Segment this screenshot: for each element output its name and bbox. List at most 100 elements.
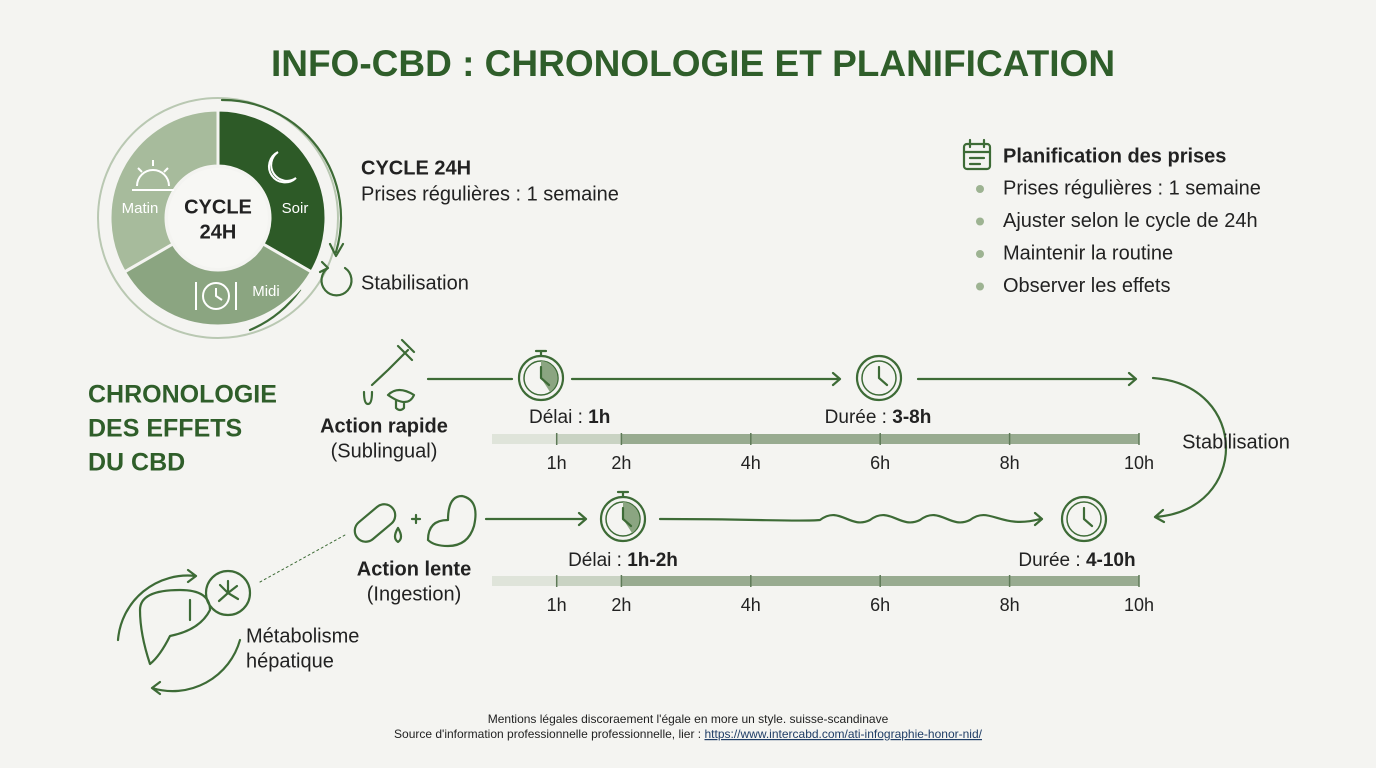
timeline-faded: [556, 434, 622, 444]
stabilisation-label: Stabilisation: [361, 272, 469, 294]
chronology-title: DU CBD: [88, 449, 185, 477]
planning-item: Prises régulières : 1 semaine: [1003, 177, 1261, 199]
moon-icon: [268, 151, 297, 184]
stomach-icon: [393, 494, 477, 548]
timer-top: [616, 490, 630, 499]
timeline-faded: [556, 576, 622, 586]
calendar-icon: [962, 142, 992, 171]
tick-label: 1h: [547, 595, 567, 615]
footer-text: Source d'information professionnelle pro…: [394, 727, 983, 741]
planning-item: Ajuster selon le cycle de 24h: [1003, 210, 1258, 232]
refresh-icon: [318, 260, 353, 297]
metabolism-label: Métabolisme: [246, 625, 359, 647]
delay-label: Délai : 1h-2h: [568, 550, 678, 571]
tick-label: 8h: [1000, 595, 1020, 615]
timer-hands: [539, 365, 551, 387]
segment-label: Soir: [282, 200, 309, 217]
cycle-arrows: [116, 568, 242, 696]
arrow-arc: [220, 98, 343, 254]
planning-item: Observer les effets: [1003, 275, 1170, 297]
action-label: Action lente: [357, 558, 471, 580]
bullet: [976, 282, 984, 291]
tick-label: 10h: [1124, 595, 1154, 615]
tick-label: 2h: [611, 595, 631, 615]
timelines: 1h 2h 4h 6h 8h 10h 1h 2h 4h 6h 8h 10h: [492, 433, 1154, 615]
chronology-title: CHRONOLOGIE: [88, 381, 277, 409]
chronology-title: DES EFFETS: [88, 415, 242, 443]
tick-label: 6h: [870, 595, 890, 615]
timer-ring: [1060, 495, 1108, 543]
mouth-icon: [362, 388, 416, 412]
cycle-subheading: Prises régulières : 1 semaine: [361, 183, 619, 205]
cycle-segment: [216, 108, 328, 275]
planning-list: Prises régulières : 1 semaine Ajuster sel…: [976, 177, 1261, 297]
timeline-start: [492, 576, 557, 586]
action-route: (Sublingual): [331, 440, 438, 462]
duration-caption: Durée :: [1018, 550, 1080, 571]
capsule-icon: [353, 503, 397, 543]
liver-icon: [138, 588, 212, 666]
cycle-segment: [122, 241, 314, 328]
timer-top: [534, 349, 548, 358]
segment-icons: [132, 151, 297, 310]
cutlery-icon: [195, 282, 237, 310]
duration-caption: Durée :: [825, 407, 887, 428]
tick-label: 4h: [741, 595, 761, 615]
timer-hands: [1082, 506, 1094, 528]
cycle-heading: CYCLE 24H: [361, 157, 471, 179]
timer-hands: [621, 506, 633, 528]
timers: [517, 349, 1108, 543]
cycle-center-text: 24H: [200, 221, 237, 243]
tick-label: 8h: [1000, 453, 1020, 473]
cycle-wheel: [97, 97, 345, 339]
timer-fill: [541, 361, 558, 392]
delay-value: 1h-2h: [627, 550, 678, 571]
bullet: [976, 217, 984, 226]
delay-caption: Délai :: [568, 550, 622, 571]
timer-fill: [623, 502, 640, 533]
timer-face: [1066, 501, 1102, 537]
timeline-start: [492, 434, 557, 444]
tick-label: 1h: [547, 453, 567, 473]
footer-link[interactable]: https://www.intercabd.com/ati-infographi…: [704, 727, 982, 741]
molecule-icon: [217, 579, 240, 603]
duration-value: 3-8h: [892, 407, 931, 428]
timer-face: [861, 360, 897, 396]
stabilisation-label: Stabilisation: [1182, 431, 1290, 453]
cycle-center: [168, 168, 268, 268]
bullet: [976, 250, 984, 258]
timer-hands: [877, 365, 889, 387]
clock-icon: [202, 282, 230, 310]
action-label: Action rapide: [320, 415, 448, 437]
outer-ring: [97, 97, 339, 339]
duration-label: Durée : 3-8h: [825, 407, 932, 428]
segment-label: Midi: [252, 283, 280, 300]
tick-label: 2h: [611, 453, 631, 473]
arrow-head: [328, 242, 345, 258]
tick-label: 6h: [870, 453, 890, 473]
delay-label: Délai : 1h: [529, 407, 610, 428]
delay-caption: Délai :: [529, 407, 583, 428]
cycle-center-text: CYCLE: [184, 196, 252, 218]
duration-value: 4-10h: [1086, 550, 1136, 571]
flow-arrows: [259, 371, 1228, 583]
planning-title: Planification des prises: [1003, 145, 1226, 167]
title: INFO-CBD : CHRONOLOGIE ET PLANIFICATION: [271, 43, 1115, 84]
tick-label: 4h: [741, 453, 761, 473]
segment-label: Matin: [122, 200, 159, 217]
calendar-icon: [962, 138, 992, 166]
bullet: [976, 185, 984, 193]
duration-label: Durée : 4-10h: [1018, 550, 1135, 571]
dropper-icon: [370, 338, 416, 387]
arrow-arc: [248, 288, 302, 332]
timer-ring: [855, 354, 903, 402]
footer-text: Mentions légales discoraement l'égale en…: [488, 712, 889, 726]
tick-label: 10h: [1124, 453, 1154, 473]
sun-icon: [132, 160, 174, 191]
molecule-icon: [204, 569, 252, 617]
footer-source: Source d'information professionnelle pro…: [394, 727, 701, 741]
metabolism-label: hépatique: [246, 650, 334, 672]
delay-value: 1h: [588, 407, 610, 428]
action-route: (Ingestion): [367, 583, 462, 605]
